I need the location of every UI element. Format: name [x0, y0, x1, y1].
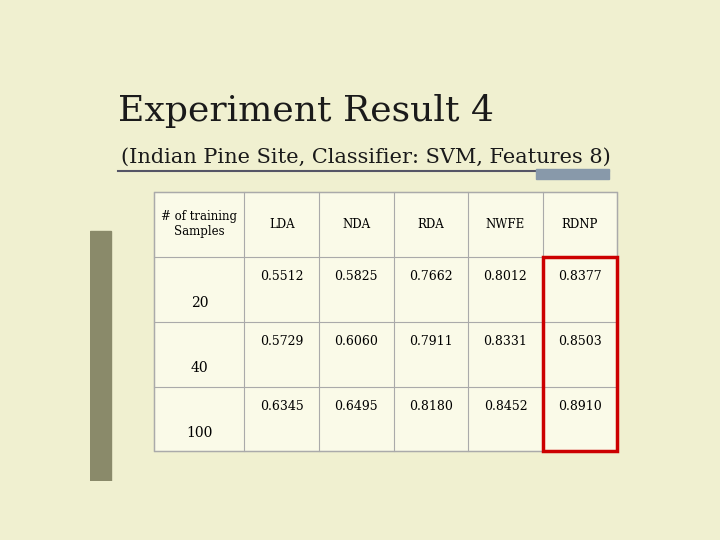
Text: 0.8331: 0.8331 [484, 335, 527, 348]
Text: 0.8910: 0.8910 [558, 400, 602, 413]
Text: 0.8377: 0.8377 [558, 269, 602, 282]
Text: 0.7911: 0.7911 [409, 335, 453, 348]
Bar [154, 192, 617, 451]
Text: RDA: RDA [418, 218, 444, 231]
Text: 0.5729: 0.5729 [260, 335, 303, 348]
Text: # of training
Samples: # of training Samples [161, 210, 238, 238]
Text: NWFE: NWFE [486, 218, 525, 231]
Bar [90, 231, 111, 481]
Text: (Indian Pine Site, Classifier: SVM, Features 8): (Indian Pine Site, Classifier: SVM, Feat… [121, 148, 611, 167]
Text: 0.8503: 0.8503 [558, 335, 602, 348]
Text: 0.8180: 0.8180 [409, 400, 453, 413]
Bar [536, 168, 609, 179]
Bar [543, 256, 617, 451]
Text: LDA: LDA [269, 218, 294, 231]
Text: 100: 100 [186, 426, 212, 440]
Text: 0.8012: 0.8012 [484, 269, 527, 282]
Text: 0.5512: 0.5512 [260, 269, 304, 282]
Text: Experiment Result 4: Experiment Result 4 [118, 94, 494, 128]
Text: RDNP: RDNP [562, 218, 598, 231]
Text: 40: 40 [191, 361, 208, 375]
Text: 20: 20 [191, 296, 208, 310]
Text: 0.8452: 0.8452 [484, 400, 527, 413]
Text: 0.6345: 0.6345 [260, 400, 304, 413]
Text: NDA: NDA [342, 218, 370, 231]
Text: 0.6060: 0.6060 [334, 335, 378, 348]
Text: 0.7662: 0.7662 [409, 269, 453, 282]
Text: 0.6495: 0.6495 [335, 400, 378, 413]
Text: 0.5825: 0.5825 [335, 269, 378, 282]
